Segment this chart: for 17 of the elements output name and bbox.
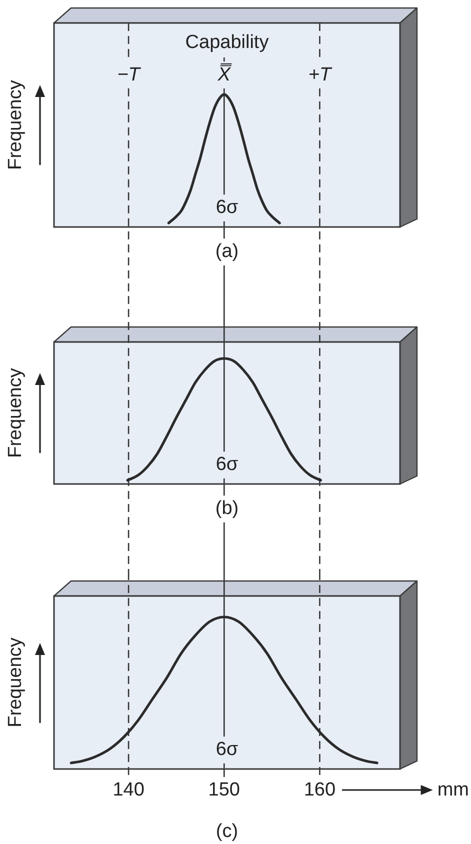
ref-line-label: −T [117,64,142,86]
x-axis-title: mm [437,780,469,801]
text: (a) [215,241,239,262]
annotation: 6σ [216,197,238,218]
y-axis-title: Frequency [5,368,26,458]
y-axis-title: Frequency [5,80,26,170]
x-tick-label: 140 [112,780,144,801]
x-tick-label: 160 [304,780,336,801]
annotation: 6σ [216,739,238,760]
x-tick-label: 150 [208,780,240,801]
text: (c) [216,821,238,842]
text: (b) [215,498,239,520]
chart-title: Capability [185,32,270,54]
y-axis-title: Frequency [5,637,26,728]
annotation: 6σ [216,454,238,476]
ref-line-label: +T [308,64,332,86]
ref-line-label: X̿ [216,62,232,86]
